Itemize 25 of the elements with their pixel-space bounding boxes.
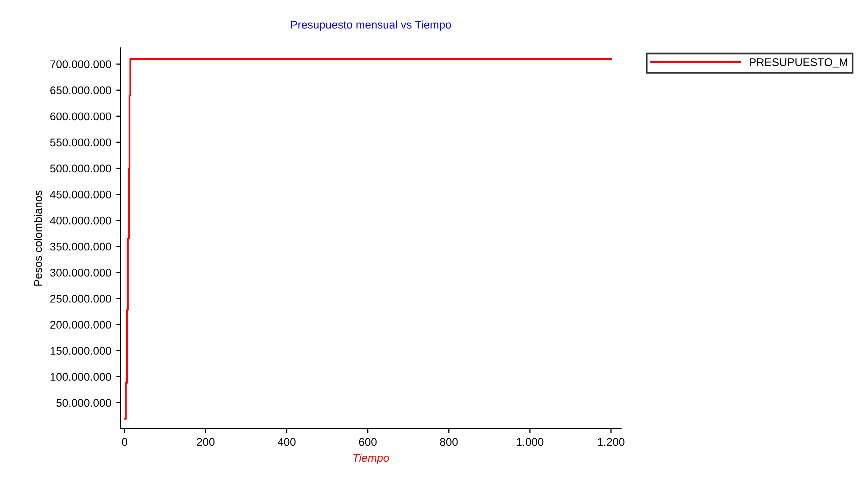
x-tick-label: 400 [278,438,296,446]
y-tick-label: 350.000.000 [50,242,112,251]
y-tick-label: 300.000.000 [50,268,112,277]
y-tick-label: 400.000.000 [50,216,112,225]
y-tick-label: 250.000.000 [50,295,112,303]
chart-title: Presupuesto mensual vs Tiempo [291,20,452,32]
x-tick-label: 0 [122,438,128,446]
y-tick-label: 600.000.000 [50,112,112,121]
y-tick-label: 450.000.000 [50,190,112,199]
x-tick-label: 600 [359,438,377,446]
x-tick-label: 1.200 [598,438,625,446]
x-tick-label: 800 [440,438,458,446]
y-tick-label: 700.000.000 [50,60,112,68]
y-tick-label: 500.000.000 [50,164,112,173]
y-tick-label: 50.000.000 [56,399,112,408]
y-tick-label: 100.000.000 [50,373,112,382]
x-tick-label: 200 [197,438,215,446]
x-tick-label: 1.000 [517,438,544,446]
y-tick-label: 550.000.000 [50,138,112,147]
y-tick-label: 650.000.000 [50,86,112,95]
y-tick-label: 200.000.000 [50,321,112,329]
text: PRESUPUESTO_M [750,58,848,68]
y-axis-title: Pesos colombianos [34,190,42,286]
y-tick-label: 150.000.000 [50,347,112,355]
x-axis-title: Tiempo [354,454,390,464]
